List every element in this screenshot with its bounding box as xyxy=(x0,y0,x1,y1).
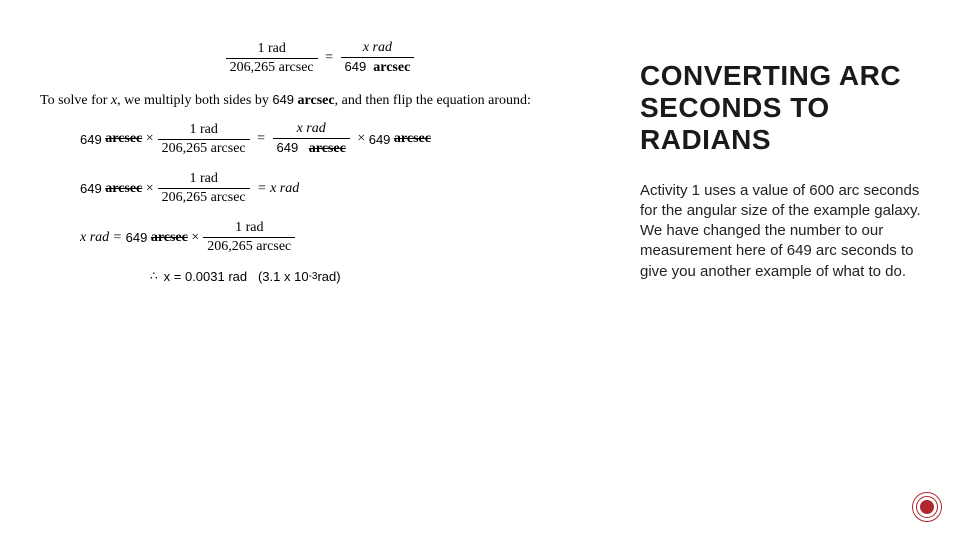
value-649: 649 xyxy=(369,132,391,147)
arcsec-canceled: arcsec xyxy=(151,230,188,246)
equation-initial: 1 rad 206,265 arcsec = x rad 649 arcsec xyxy=(40,40,600,76)
denominator: 206,265 arcsec xyxy=(158,140,250,157)
text: , we multiply both sides by xyxy=(117,93,272,108)
narrative-text: To solve for x, we multiply both sides b… xyxy=(40,92,600,109)
arcsec-canceled: arcsec xyxy=(105,131,142,147)
slide-body: Activity 1 uses a value of 600 arc secon… xyxy=(640,181,930,282)
equation-simplified: 649 arcsec × 1 rad 206,265 arcsec = x ra… xyxy=(40,171,600,206)
value-649: 649 xyxy=(80,132,102,147)
times-sign: × xyxy=(146,181,154,197)
equation-multiply: 649 arcsec × 1 rad 206,265 arcsec = x ra… xyxy=(40,121,600,157)
sidebar-panel: CONVERTING ARC SECONDS TO RADIANS Activi… xyxy=(620,0,960,540)
value-649: 649 xyxy=(126,230,148,245)
numerator: 1 rad xyxy=(158,171,250,189)
text: To solve for xyxy=(40,93,111,108)
numerator: 1 rad xyxy=(226,41,318,59)
numerator: x rad xyxy=(363,40,392,55)
numerator: 1 rad xyxy=(203,220,295,238)
result-sci-close: rad) xyxy=(317,269,340,284)
arcsec-canceled: arcsec xyxy=(309,141,346,156)
times-sign: × xyxy=(357,131,365,147)
text: , and then flip the equation around: xyxy=(335,93,531,108)
value-649: 649 xyxy=(272,92,294,107)
corner-decoration-icon xyxy=(912,492,942,522)
arcsec-canceled: arcsec xyxy=(394,131,431,147)
times-sign: × xyxy=(191,230,199,246)
times-sign: × xyxy=(146,131,154,147)
denominator: 206,265 arcsec xyxy=(203,238,295,255)
xrad-equals: x rad = xyxy=(80,230,122,246)
equals-xrad: = x rad xyxy=(257,181,299,197)
slide-title: CONVERTING ARC SECONDS TO RADIANS xyxy=(640,60,930,157)
value-649: 649 xyxy=(277,140,299,155)
result-decimal: x = 0.0031 rad xyxy=(164,269,247,284)
arcsec-label: arcsec xyxy=(370,60,411,75)
result-exponent: -3 xyxy=(309,271,318,282)
arcsec-canceled: arcsec xyxy=(105,181,142,197)
numerator: x rad xyxy=(297,121,326,136)
therefore-symbol: ∴ xyxy=(150,269,158,283)
equations-panel: 1 rad 206,265 arcsec = x rad 649 arcsec … xyxy=(0,0,620,540)
denominator: 206,265 arcsec xyxy=(226,59,318,76)
arcsec-label: arcsec xyxy=(298,93,335,108)
equation-result: ∴ x = 0.0031 rad (3.1 x 10-3 rad) xyxy=(40,269,600,284)
value-649: 649 xyxy=(80,181,102,196)
numerator: 1 rad xyxy=(158,122,250,140)
result-sci-open: (3.1 x 10 xyxy=(258,269,309,284)
denominator: 206,265 arcsec xyxy=(158,189,250,206)
value-649: 649 xyxy=(345,59,367,74)
equation-flipped: x rad = 649 arcsec × 1 rad 206,265 arcse… xyxy=(40,220,600,255)
equals-sign: = xyxy=(322,50,337,66)
